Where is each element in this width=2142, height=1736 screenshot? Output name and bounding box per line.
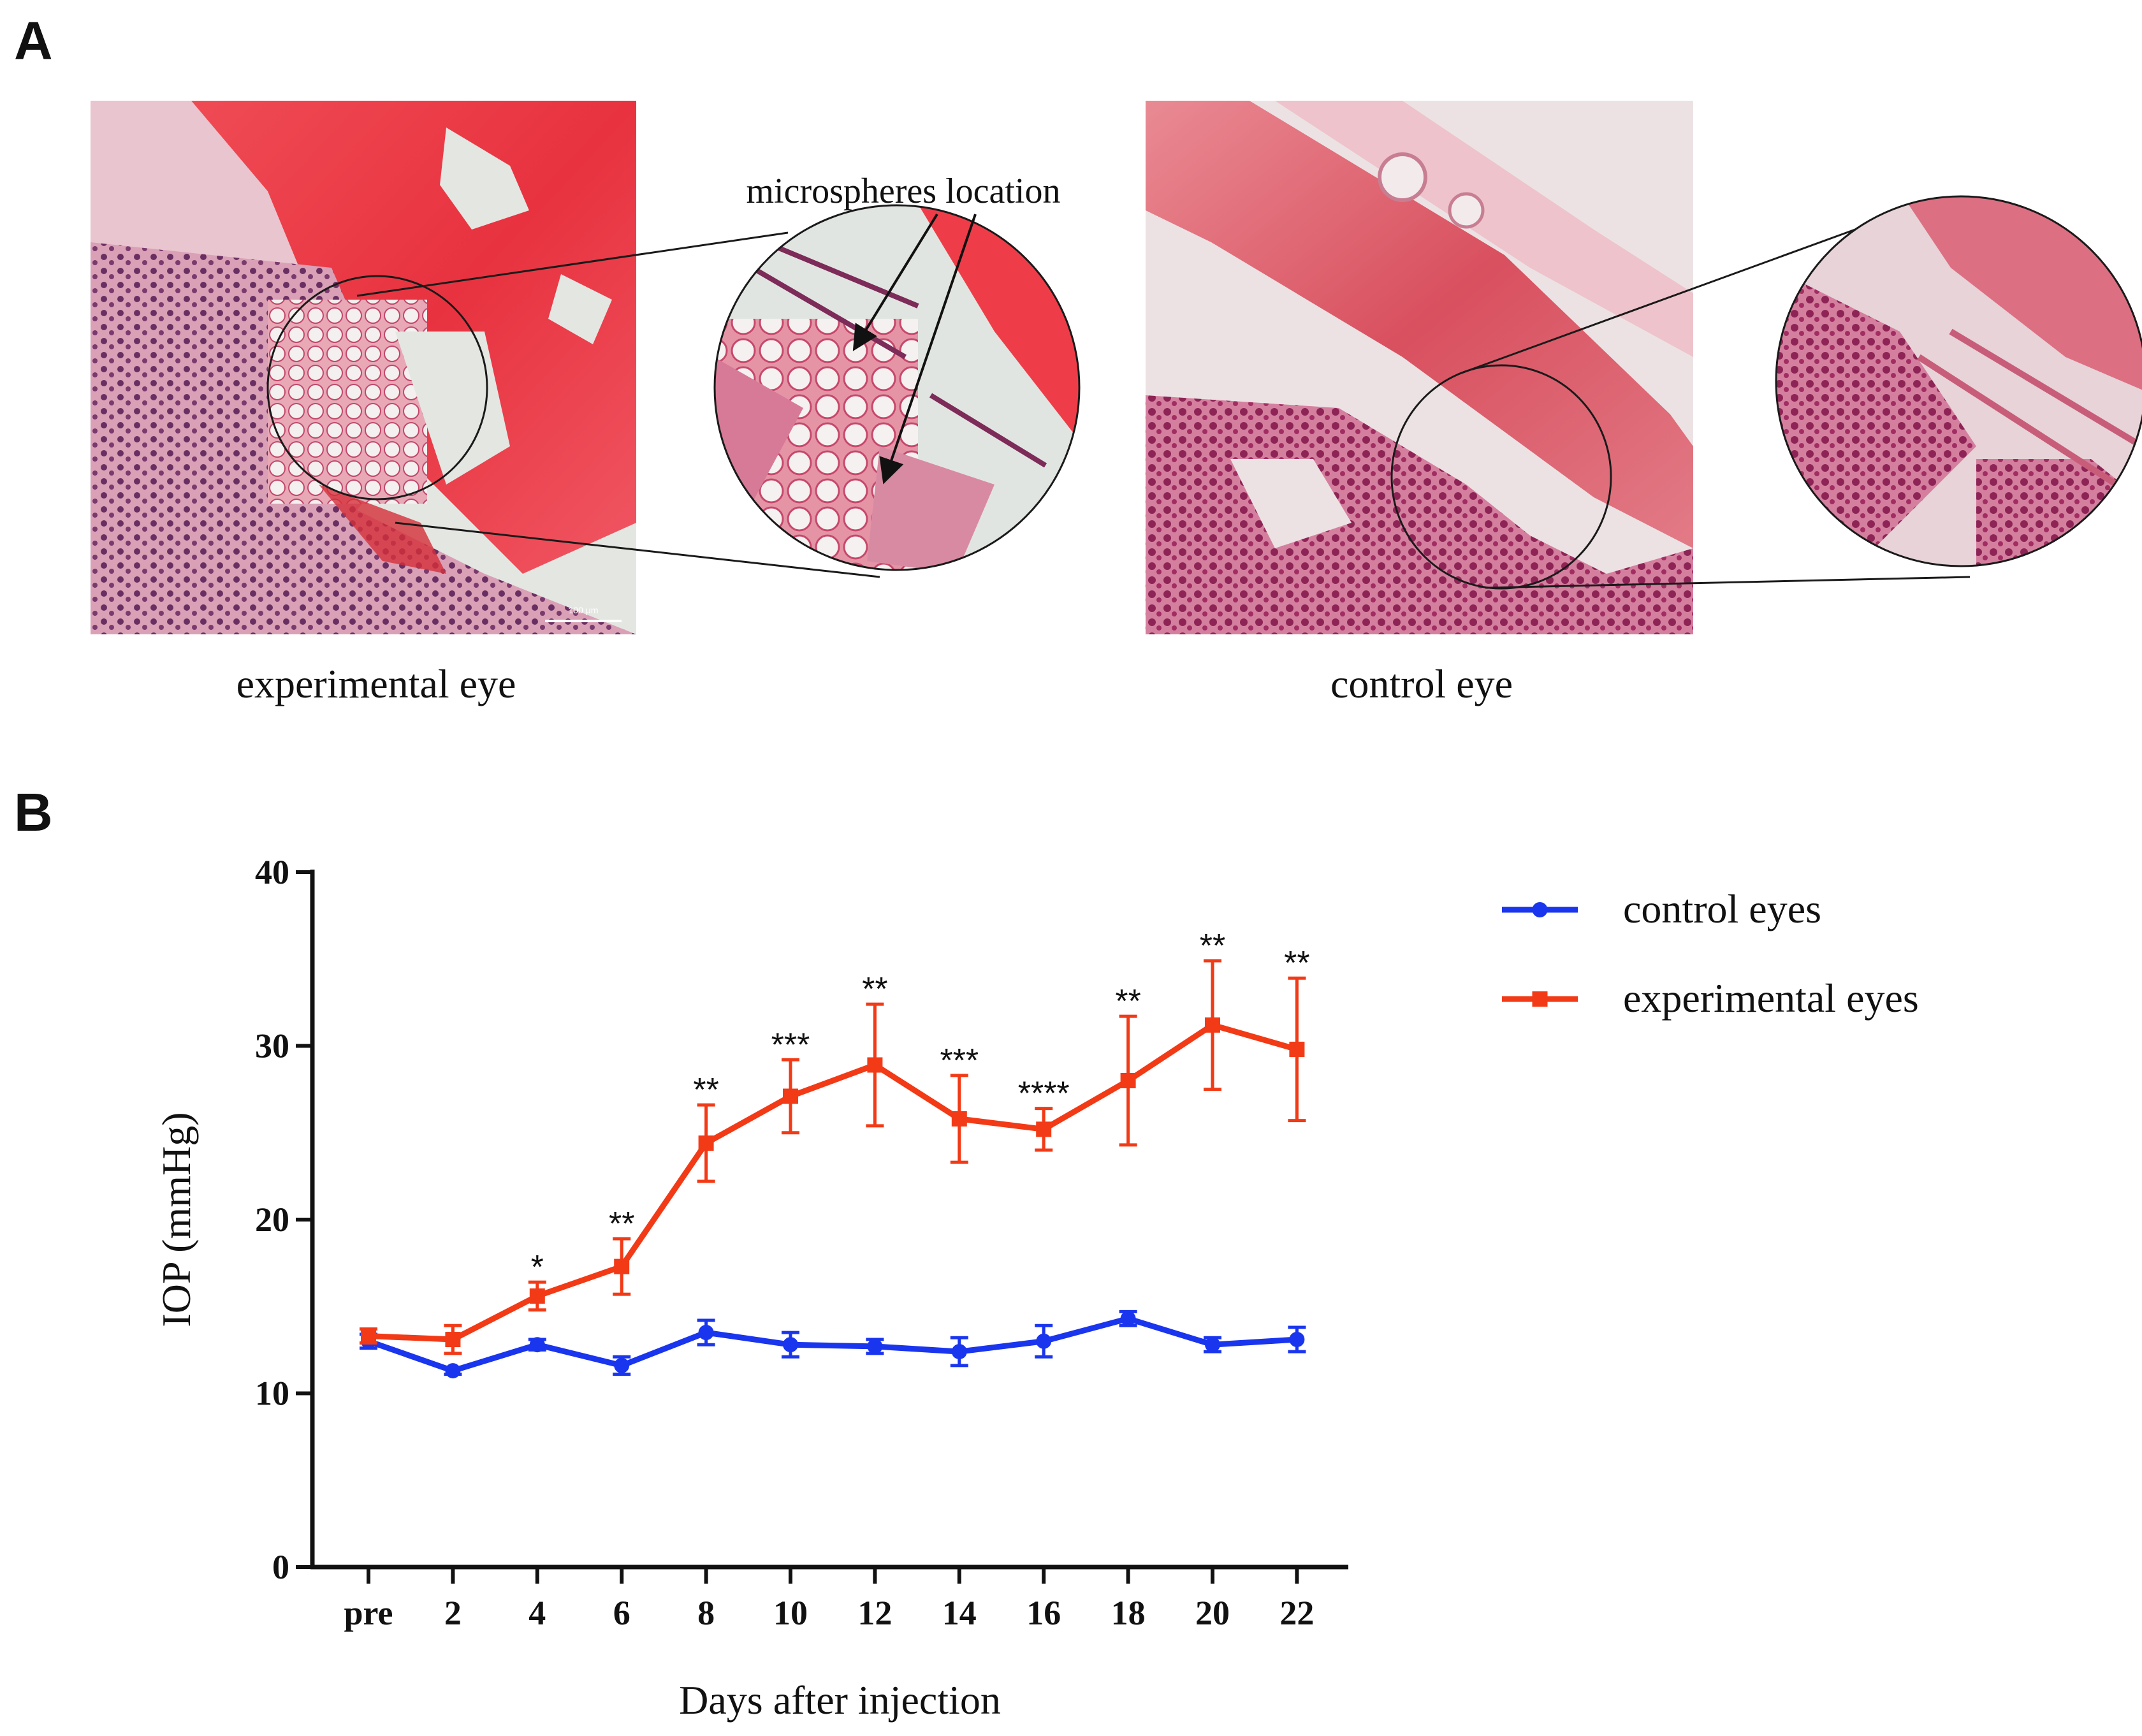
arrow-microspheres-1 <box>852 213 938 351</box>
significance-label: *** <box>771 1026 810 1063</box>
legend-label-experimental: experimental eyes <box>1623 975 1919 1021</box>
x-tick-label: 16 <box>1026 1594 1061 1632</box>
x-tick-label: 22 <box>1279 1594 1314 1632</box>
y-tick-label: 20 <box>255 1200 289 1239</box>
significance-label: ** <box>1115 983 1140 1020</box>
data-point-square <box>1205 1017 1220 1033</box>
x-tick-label: 8 <box>697 1594 715 1632</box>
significance-label: ** <box>1200 928 1225 965</box>
panel-a-letter: A <box>14 11 53 71</box>
significance-label: *** <box>940 1042 979 1079</box>
data-point-square <box>1036 1121 1052 1137</box>
x-axis-label: Days after injection <box>679 1677 1001 1723</box>
data-point-circle <box>698 1325 714 1341</box>
data-point-square <box>1289 1041 1305 1057</box>
x-tick-label: 4 <box>528 1594 546 1632</box>
significance-label: ** <box>693 1072 718 1109</box>
data-point-circle <box>1205 1337 1220 1353</box>
data-point-square <box>867 1057 883 1073</box>
zoom-line-bottom-right <box>1485 576 1971 589</box>
data-point-square <box>698 1135 714 1151</box>
x-tick-label: 6 <box>613 1594 630 1632</box>
data-point-circle <box>951 1344 967 1360</box>
significance-label: **** <box>1018 1076 1070 1112</box>
region-of-interest-circle-left <box>266 275 488 500</box>
x-tick-label: 18 <box>1111 1594 1146 1632</box>
x-tick-label: 14 <box>942 1594 977 1632</box>
scale-bar <box>545 620 622 622</box>
y-tick-label: 30 <box>255 1027 289 1065</box>
y-tick-label: 10 <box>255 1375 289 1413</box>
x-tick-label: 20 <box>1195 1594 1230 1632</box>
y-axis-label: IOP (mmHg) <box>154 1112 199 1327</box>
experimental-eye-caption: experimental eye <box>236 661 516 706</box>
x-tick-label: pre <box>344 1594 393 1632</box>
significance-label: ** <box>609 1206 634 1243</box>
data-point-square <box>614 1258 630 1274</box>
series-line-control <box>367 1315 1297 1374</box>
panel-b-letter: B <box>14 782 53 842</box>
legend-marker-circle <box>1532 902 1548 917</box>
data-point-circle <box>1289 1332 1305 1348</box>
y-tick-label: 0 <box>272 1548 289 1586</box>
x-tick-label: 2 <box>444 1594 462 1632</box>
zoom-line-bottom-left <box>395 522 880 578</box>
data-point-circle <box>1120 1311 1136 1327</box>
data-point-circle <box>1036 1333 1052 1349</box>
data-point-circle <box>445 1363 461 1379</box>
data-point-circle <box>783 1337 798 1353</box>
magnified-circle-right <box>1775 195 2142 567</box>
legend-label-control: control eyes <box>1623 886 1821 931</box>
data-point-square <box>445 1332 461 1348</box>
data-point-square <box>1120 1073 1136 1088</box>
legend-marker-square <box>1532 991 1548 1007</box>
data-point-square <box>951 1111 967 1127</box>
zoom-line-top-left <box>356 231 789 297</box>
data-point-square <box>361 1328 376 1344</box>
zoom-line-top-right <box>1459 228 1856 375</box>
experimental-eye-micrograph: 100 μm <box>91 101 636 634</box>
data-point-square <box>529 1288 545 1304</box>
control-eye-micrograph <box>1146 101 1693 634</box>
region-of-interest-circle-right <box>1390 364 1612 590</box>
data-point-square <box>783 1088 798 1104</box>
x-tick-label: 12 <box>857 1594 892 1632</box>
significance-label: ** <box>862 971 887 1008</box>
series-line-experimental <box>368 1022 1298 1343</box>
data-point-circle <box>529 1337 545 1353</box>
magnified-circle-left <box>713 204 1081 571</box>
significance-label: * <box>531 1249 544 1286</box>
y-tick-label: 40 <box>255 853 289 891</box>
panel-a-figure: 100 μm microspheres location <box>91 101 2142 634</box>
data-point-circle <box>614 1357 630 1373</box>
control-eye-caption: control eye <box>1330 661 1513 706</box>
significance-label: ** <box>1284 945 1309 982</box>
data-point-circle <box>867 1338 883 1354</box>
scale-bar-label: 100 μm <box>569 605 599 615</box>
arrow-microspheres-2 <box>879 214 977 485</box>
microspheres-location-label: microspheres location <box>747 171 1061 211</box>
x-tick-label: 10 <box>773 1594 808 1632</box>
